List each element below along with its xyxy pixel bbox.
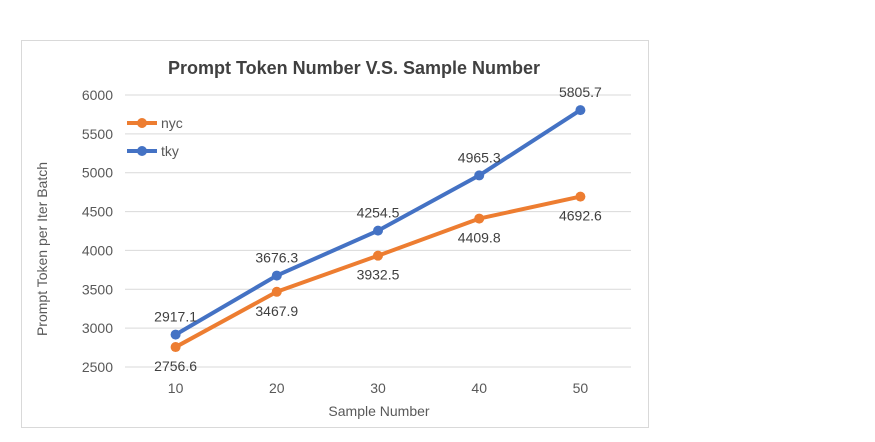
data-label-nyc: 4692.6	[559, 208, 602, 224]
legend: nyc tky	[127, 115, 183, 159]
data-point-nyc	[474, 213, 485, 224]
chart-area: Prompt Token Number V.S. Sample Number 2…	[21, 40, 649, 428]
data-point-tky	[170, 329, 181, 340]
x-tick-label: 10	[168, 380, 184, 396]
y-tick-label: 2500	[82, 359, 113, 375]
series-nyc	[170, 191, 586, 353]
data-label-nyc: 3467.9	[255, 303, 298, 319]
legend-label: nyc	[161, 115, 183, 131]
legend-marker	[137, 118, 147, 128]
data-point-tky	[575, 105, 586, 116]
data-point-nyc	[271, 286, 282, 297]
y-tick-label: 6000	[82, 87, 113, 103]
x-tick-labels: 10 20 30 40 50	[168, 380, 589, 396]
line-chart: Prompt Token Number V.S. Sample Number 2…	[34, 58, 631, 419]
x-tick-label: 50	[573, 380, 589, 396]
data-point-nyc	[170, 342, 181, 353]
legend-item-nyc: nyc	[127, 115, 183, 131]
data-labels: 2756.6 3467.9 3932.5 4409.8 4692.6 2917.1 3676…	[154, 84, 602, 374]
y-axis-label: Prompt Token per Iter Batch	[34, 162, 50, 336]
data-point-nyc	[575, 191, 586, 202]
data-label-tky: 3676.3	[255, 250, 298, 266]
series-line-tky	[173, 108, 583, 337]
data-label-tky: 2917.1	[154, 309, 197, 325]
y-tick-label: 3500	[82, 281, 113, 297]
x-tick-label: 30	[370, 380, 386, 396]
data-point-nyc	[373, 250, 383, 261]
data-label-nyc: 3932.5	[357, 267, 400, 283]
y-tick-label: 4500	[82, 204, 113, 220]
data-point-tky	[474, 170, 485, 181]
data-point-tky	[271, 270, 282, 281]
data-label-nyc: 4409.8	[458, 230, 501, 246]
x-tick-label: 20	[269, 380, 285, 396]
y-tick-label: 3000	[82, 320, 113, 336]
x-tick-label: 40	[471, 380, 487, 396]
data-point-tky	[373, 225, 383, 236]
y-tick-label: 5500	[82, 126, 113, 142]
data-label-tky: 4965.3	[458, 149, 501, 165]
x-axis-label: Sample Number	[328, 403, 429, 419]
y-tick-labels: 2500 3000 3500 4000 4500 5000 5500 6000	[82, 87, 113, 375]
chart-title: Prompt Token Number V.S. Sample Number	[168, 58, 540, 78]
legend-label: tky	[161, 143, 179, 159]
series-tky	[170, 105, 586, 340]
legend-item-tky: tky	[127, 143, 179, 159]
y-tick-label: 4000	[82, 242, 113, 258]
data-label-nyc: 2756.6	[154, 358, 197, 374]
data-label-tky: 5805.7	[559, 84, 602, 100]
legend-marker	[137, 146, 147, 156]
y-tick-label: 5000	[82, 165, 113, 181]
data-label-tky: 4254.5	[357, 205, 400, 221]
series-lines	[170, 105, 586, 353]
